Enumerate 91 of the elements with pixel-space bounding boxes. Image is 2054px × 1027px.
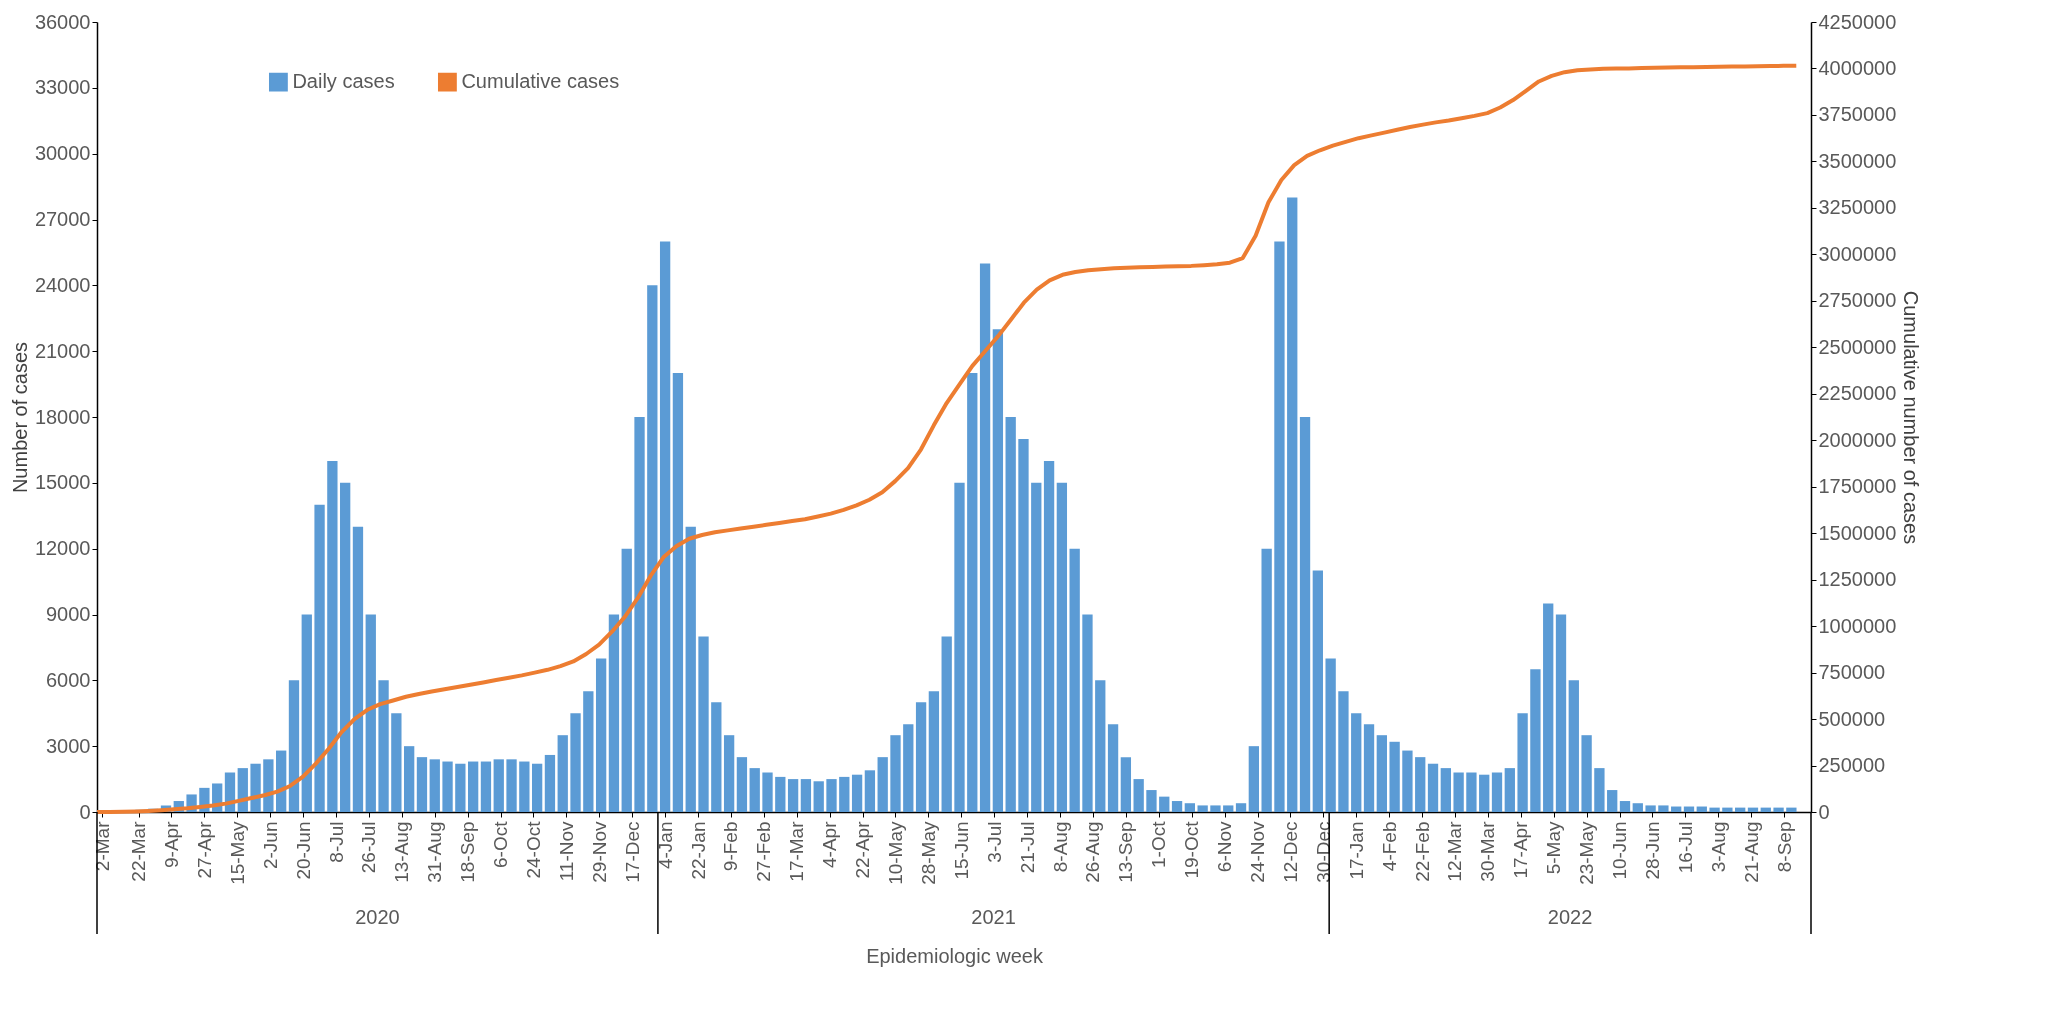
x-tick-label: 8-Jul (325, 821, 347, 863)
x-tick-label: 12-Dec (1279, 821, 1301, 883)
y2-tick-label: 0 (1818, 800, 1830, 823)
x-tick-label: 23-May (1576, 821, 1598, 885)
x-tick-label: 4-Apr (819, 820, 841, 868)
x-tick-label: 22-Mar (128, 820, 150, 882)
y2-tick-label: 3250000 (1818, 196, 1897, 219)
x-tick-label: 15-May (226, 821, 248, 885)
x-tick-label: 3-Jul (983, 821, 1005, 863)
x-tick-label: 30-Dec (1312, 821, 1334, 883)
x-tick-label: 27-Feb (753, 821, 775, 882)
y-tick-label: 9000 (46, 603, 91, 625)
x-tick-label: 24-Oct (522, 820, 544, 879)
y2-tick-label: 750000 (1818, 661, 1886, 684)
y-tick-label: 33000 (34, 76, 91, 99)
x-tick-label: 10-May (884, 821, 906, 885)
y2-tick-label: 3000000 (1818, 242, 1897, 265)
y2-tick-label: 500000 (1818, 707, 1886, 730)
y2-axis-title: Cumulative number of cases (1900, 290, 1923, 545)
x-tick-label: 2-Mar (91, 820, 113, 872)
x-tick-label: 4-Jan (654, 821, 676, 870)
legend-label: Daily cases (292, 70, 395, 93)
x-tick-label: 8-Sep (1773, 821, 1795, 873)
x-tick-label: 17-Jan (1345, 821, 1367, 880)
x-tick-label: 24-Nov (1247, 821, 1268, 883)
x-tick-label: 6-Nov (1214, 821, 1236, 873)
x-tick-label: 17-Dec (621, 821, 643, 883)
x-tick-label: 4-Feb (1378, 821, 1400, 872)
x-tick-label: 13-Aug (391, 821, 413, 883)
x-tick-label: 22-Jan (687, 821, 709, 880)
legend-label: Cumulative cases (461, 70, 620, 93)
y2-tick-label: 1250000 (1818, 568, 1897, 591)
y2-tick-label: 2500000 (1818, 335, 1897, 358)
text: 2020 (355, 906, 400, 928)
x-tick-label: 6-Oct (490, 820, 512, 868)
x-tick-label: 22-Apr (852, 820, 874, 879)
x-tick-label: 30-Mar (1477, 820, 1499, 882)
x-tick-label: 17-Apr (1510, 820, 1532, 879)
text: 2021 (971, 906, 1016, 928)
y2-tick-label: 3500000 (1818, 149, 1897, 172)
x-tick-label: 1-Oct (1148, 820, 1170, 868)
x-tick-label: 16-Jul (1674, 821, 1696, 874)
x-tick-label: 21-Jul (1016, 821, 1038, 874)
y2-tick-label: 4000000 (1818, 56, 1897, 79)
x-tick-label: 22-Feb (1411, 821, 1433, 882)
y2-tick-label: 1750000 (1818, 475, 1897, 498)
y-axis-title: Number of cases (8, 341, 31, 494)
y-tick-label: 21000 (34, 339, 91, 362)
y-tick-label: 0 (79, 800, 91, 823)
y2-tick-label: 4250000 (1818, 10, 1897, 33)
y-tick-label: 12000 (34, 537, 91, 560)
y2-tick-label: 250000 (1818, 754, 1886, 777)
x-tick-label: 2-Jun (259, 821, 281, 870)
x-tick-label: 11-Nov (555, 821, 577, 882)
y-tick-label: 36000 (34, 10, 91, 33)
y2-tick-label: 1000000 (1818, 614, 1897, 637)
x-tick-label: 26-Aug (1082, 821, 1104, 883)
y2-tick-label: 2250000 (1818, 382, 1897, 405)
x-tick-label: 3-Aug (1707, 821, 1729, 873)
x-axis-title: Epidemiologic week (866, 944, 1044, 967)
x-tick-label: 13-Sep (1115, 821, 1137, 883)
text: 2022 (1547, 906, 1593, 928)
x-tick-label: 20-Jun (292, 821, 314, 880)
x-tick-label: 9-Feb (720, 821, 742, 872)
x-tick-label: 18-Sep (457, 821, 479, 883)
x-tick-label: 15-Jun (950, 821, 972, 880)
x-tick-label: 10-Jun (1609, 821, 1631, 880)
x-tick-label: 29-Nov (588, 821, 610, 883)
y2-tick-label: 3750000 (1818, 103, 1897, 126)
x-tick-label: 28-May (917, 821, 939, 885)
y2-tick-label: 1500000 (1818, 521, 1897, 544)
x-tick-label: 19-Oct (1181, 820, 1203, 879)
y-tick-label: 30000 (34, 142, 91, 165)
y2-tick-label: 2750000 (1818, 289, 1897, 312)
x-tick-label: 26-Jul (358, 821, 380, 874)
y-tick-label: 24000 (34, 273, 91, 296)
y-tick-label: 18000 (34, 405, 91, 428)
x-tick-label: 17-Mar (786, 820, 808, 882)
x-tick-label: 5-May (1543, 821, 1565, 875)
x-tick-label: 12-Mar (1444, 820, 1466, 882)
y2-tick-label: 2000000 (1818, 428, 1897, 451)
y-tick-label: 15000 (34, 471, 91, 494)
x-tick-label: 27-Apr (193, 820, 215, 879)
x-tick-label: 9-Apr (160, 820, 182, 868)
x-tick-label: 28-Jun (1641, 821, 1663, 880)
y-tick-label: 6000 (46, 668, 91, 691)
x-tick-label: 8-Aug (1049, 821, 1071, 873)
x-tick-label: 31-Aug (424, 821, 446, 883)
x-tick-label: 21-Aug (1740, 821, 1762, 883)
y-tick-label: 27000 (34, 208, 91, 230)
y-tick-label: 3000 (46, 734, 91, 757)
